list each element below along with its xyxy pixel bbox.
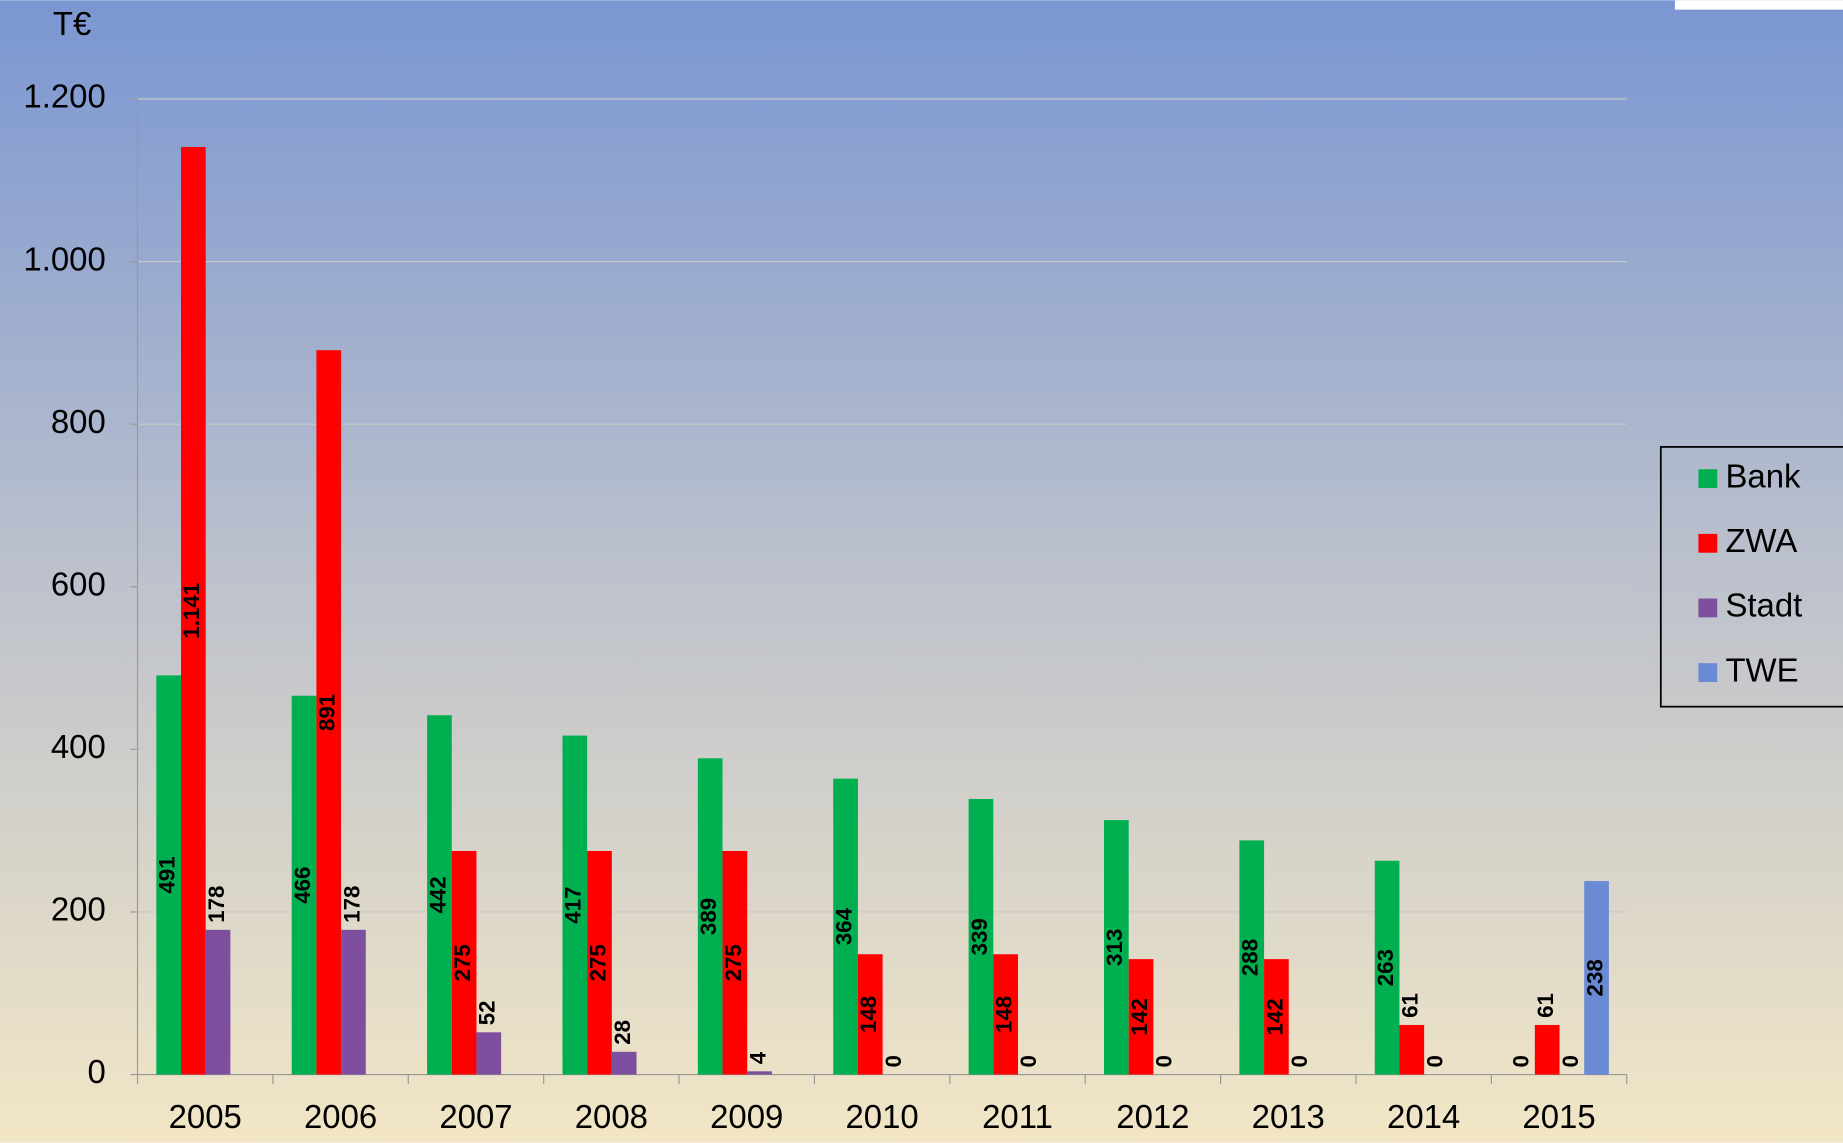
value-label: 491 [155,856,180,893]
value-label: 0 [1508,1055,1533,1067]
legend-swatch [1698,598,1718,618]
corner-box [1674,0,1843,10]
value-label: 417 [561,886,586,923]
legend-swatch [1698,533,1718,553]
value-label: 313 [1102,929,1127,966]
value-label: 178 [204,886,229,923]
bar [451,850,477,1075]
x-tick-label: 2005 [169,1098,242,1135]
x-tick-label: 2013 [1252,1098,1325,1135]
y-axis-label: T€ [53,5,91,42]
value-label: 466 [290,867,315,904]
value-label: 263 [1373,949,1398,986]
value-label: 0 [1152,1055,1177,1067]
bar [562,735,588,1075]
value-label: 275 [721,944,746,981]
bar [341,929,366,1075]
bar [747,1071,772,1075]
bar [156,675,182,1075]
value-label: 0 [881,1055,906,1067]
bar [1534,1024,1560,1075]
y-tick-label: 0 [87,1053,105,1090]
legend-label: TWE [1725,651,1798,688]
x-tick-label: 2009 [710,1098,783,1135]
value-label: 275 [450,944,475,981]
legend-label: ZWA [1725,522,1797,559]
value-label: 275 [585,944,610,981]
x-tick-label: 2006 [304,1098,377,1135]
value-label: 148 [992,996,1017,1033]
bar [427,715,452,1075]
bar [1374,860,1400,1075]
bar [476,1032,502,1075]
bar [1104,820,1129,1075]
bar [993,954,1018,1075]
y-tick-label: 1.200 [23,78,105,115]
bar [968,798,994,1075]
bar [697,758,723,1075]
x-tick-label: 2008 [575,1098,648,1135]
value-label: 28 [610,1020,635,1045]
y-tick-label: 800 [51,403,106,440]
y-tick-label: 200 [51,891,106,928]
y-tick-label: 1.000 [23,240,105,277]
bar [1584,881,1609,1075]
x-tick-label: 2007 [439,1098,512,1135]
bar [291,695,317,1075]
value-label: 142 [1127,998,1152,1035]
value-label: 0 [1016,1055,1041,1067]
legend-label: Stadt [1725,587,1802,624]
bar [611,1051,637,1075]
bar [833,778,858,1075]
x-tick-label: 2010 [846,1098,919,1135]
value-label: 0 [1558,1055,1583,1067]
legend-swatch [1698,663,1718,682]
value-label: 61 [1398,993,1423,1018]
value-label: 61 [1533,993,1558,1018]
legend-swatch [1698,469,1718,489]
legend-box [1659,446,1843,708]
x-tick-label: 2011 [982,1098,1053,1135]
bar [205,929,231,1075]
bar [1128,959,1154,1075]
value-label: 0 [1422,1055,1447,1067]
y-tick-label: 600 [51,565,106,602]
value-label: 238 [1582,959,1607,996]
value-label: 52 [475,1000,500,1025]
value-label: 0 [1287,1055,1312,1067]
x-tick-label: 2014 [1387,1098,1460,1135]
bar [181,146,206,1075]
value-label: 1.141 [179,583,204,639]
value-label: 891 [315,694,340,731]
bar [1264,959,1289,1075]
bar [316,350,342,1075]
bar [1399,1024,1425,1075]
value-label: 178 [339,886,364,923]
value-label: 339 [967,918,992,955]
value-label: 142 [1262,998,1287,1035]
value-label: 364 [831,907,856,945]
x-tick-label: 2012 [1116,1098,1189,1135]
value-label: 148 [856,996,881,1033]
value-label: 389 [696,898,721,935]
y-tick-label: 400 [51,728,106,765]
value-label: 4 [745,1051,770,1064]
legend-label: Bank [1725,457,1801,494]
x-tick-label: 2015 [1522,1098,1595,1135]
bar [722,850,748,1075]
value-label: 288 [1238,939,1263,976]
value-label: 442 [425,876,450,913]
bar [857,954,883,1075]
bar [587,850,612,1075]
bar [1239,840,1265,1075]
